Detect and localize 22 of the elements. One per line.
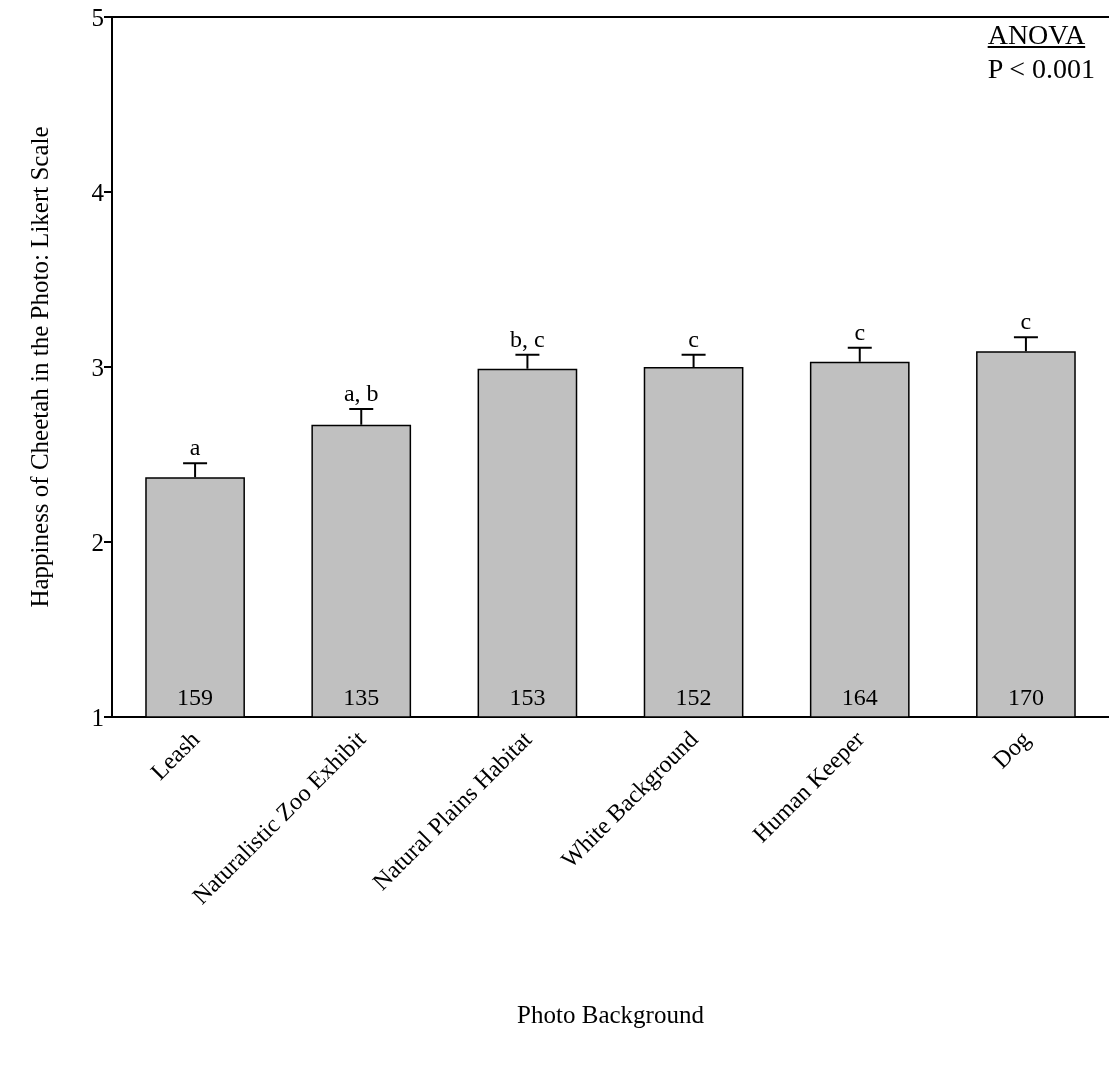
y-axis-title: Happiness of Cheetah in the Photo: Likert Scale: [26, 126, 53, 608]
annotation: c: [854, 318, 866, 345]
annotation: a, b: [343, 380, 379, 406]
annotation: a: [189, 434, 201, 461]
y-tick-label: 3: [91, 353, 104, 381]
x-tick-label: Dog: [987, 725, 1036, 774]
annotation: 152: [675, 684, 712, 710]
y-tick-label: 5: [91, 3, 104, 31]
annotation: 170: [1007, 684, 1044, 710]
annotation: 159: [177, 684, 214, 710]
annotation: 135: [343, 684, 380, 710]
annotation: P < 0.001: [987, 52, 1095, 86]
x-axis-title: Photo Background: [517, 1001, 705, 1028]
y-tick-label: 1: [91, 703, 104, 731]
annotation: 153: [509, 684, 546, 710]
annotation: c: [1020, 308, 1032, 335]
y-tick-label: 2: [91, 528, 104, 556]
annotation: c: [688, 325, 699, 352]
annotation: b, c: [510, 325, 545, 352]
annotation: ANOVA: [987, 18, 1087, 52]
annotation: 164: [841, 684, 878, 710]
y-tick-label: 4: [91, 178, 105, 206]
